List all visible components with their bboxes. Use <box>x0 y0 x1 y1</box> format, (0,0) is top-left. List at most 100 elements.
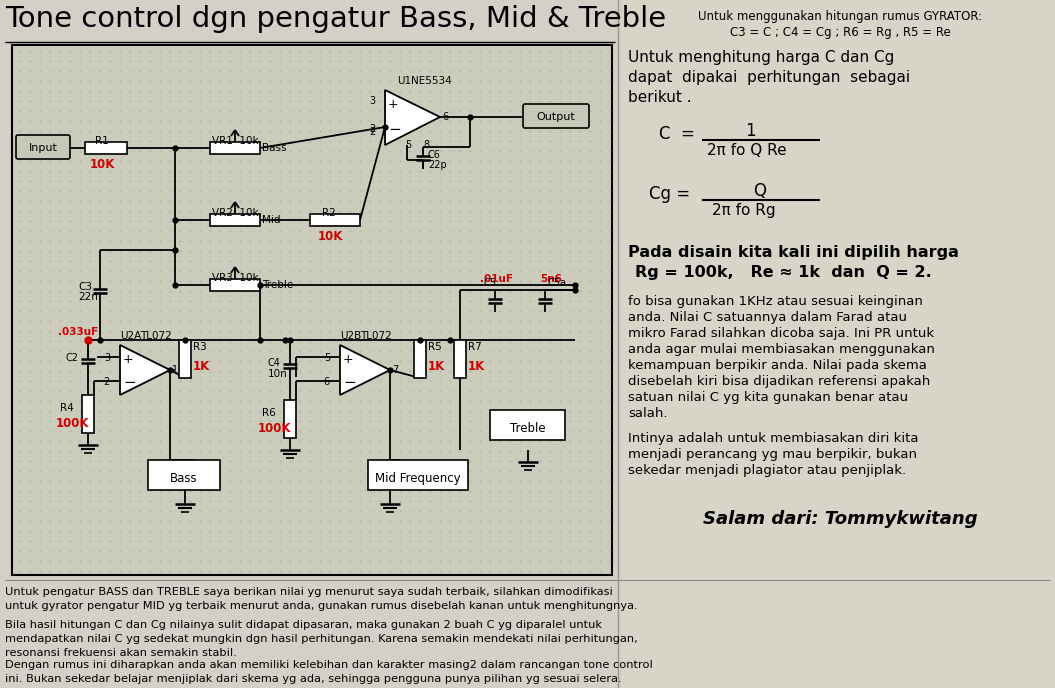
Text: Input: Input <box>28 143 57 153</box>
Text: 7: 7 <box>392 365 398 375</box>
Text: 6: 6 <box>442 112 448 122</box>
Text: sekedar menjadi plagiator atau penjiplak.: sekedar menjadi plagiator atau penjiplak… <box>628 464 906 477</box>
Text: Tone control dgn pengatur Bass, Mid & Treble: Tone control dgn pengatur Bass, Mid & Tr… <box>5 5 666 33</box>
Text: 22p: 22p <box>428 160 446 170</box>
Bar <box>12 45 612 575</box>
Text: kemampuan berpikir anda. Nilai pada skema: kemampuan berpikir anda. Nilai pada skem… <box>628 359 927 372</box>
Text: disebelah kiri bisa dijadikan referensi apakah: disebelah kiri bisa dijadikan referensi … <box>628 375 931 388</box>
Text: menjadi perancang yg mau berpikir, bukan: menjadi perancang yg mau berpikir, bukan <box>628 448 917 461</box>
Bar <box>368 460 468 490</box>
Text: 6: 6 <box>324 377 330 387</box>
Text: R3: R3 <box>193 342 207 352</box>
Text: 100K: 100K <box>56 417 90 430</box>
Text: C  =: C = <box>659 125 695 143</box>
Text: NE5534: NE5534 <box>411 76 452 86</box>
Bar <box>148 460 220 490</box>
Text: Bass: Bass <box>262 143 287 153</box>
Text: Dengan rumus ini diharapkan anda akan memiliki kelebihan dan karakter masing2 da: Dengan rumus ini diharapkan anda akan me… <box>5 660 653 670</box>
FancyBboxPatch shape <box>523 104 589 128</box>
Text: +: + <box>388 98 399 111</box>
Text: anda agar mulai membiasakan menggunakan: anda agar mulai membiasakan menggunakan <box>628 343 935 356</box>
Text: 2: 2 <box>369 127 375 137</box>
Polygon shape <box>340 345 390 395</box>
Text: mikro Farad silahkan dicoba saja. Ini PR untuk: mikro Farad silahkan dicoba saja. Ini PR… <box>628 327 934 340</box>
Text: Untuk menghitung harga C dan Cg: Untuk menghitung harga C dan Cg <box>628 50 895 65</box>
Polygon shape <box>120 345 170 395</box>
Text: −: − <box>388 122 401 137</box>
Bar <box>210 142 260 154</box>
FancyBboxPatch shape <box>16 135 70 159</box>
Text: resonansi frekuensi akan semakin stabil.: resonansi frekuensi akan semakin stabil. <box>5 648 236 658</box>
Bar <box>414 340 426 378</box>
Bar <box>179 340 191 378</box>
Text: TL072: TL072 <box>360 331 391 341</box>
Text: 3: 3 <box>103 353 110 363</box>
Text: 22n: 22n <box>78 292 98 302</box>
Text: 2: 2 <box>103 377 110 387</box>
Text: Treble: Treble <box>511 422 545 435</box>
Text: 2: 2 <box>369 124 375 134</box>
Text: dapat  dipakai  perhitungan  sebagai: dapat dipakai perhitungan sebagai <box>628 70 910 85</box>
Text: 3: 3 <box>369 96 375 106</box>
Text: Untuk menggunakan hitungan rumus GYRATOR:: Untuk menggunakan hitungan rumus GYRATOR… <box>698 10 982 23</box>
Text: 1: 1 <box>172 365 178 375</box>
Polygon shape <box>385 90 440 145</box>
Text: R7: R7 <box>468 342 482 352</box>
Text: TL072: TL072 <box>140 331 172 341</box>
Text: mendapatkan nilai C yg sedekat mungkin dgn hasil perhitungan. Karena semakin men: mendapatkan nilai C yg sedekat mungkin d… <box>5 634 638 644</box>
Text: Q: Q <box>753 182 767 200</box>
Text: Salam dari: Tommykwitang: Salam dari: Tommykwitang <box>703 510 977 528</box>
Text: Pada disain kita kali ini dipilih harga: Pada disain kita kali ini dipilih harga <box>628 245 959 260</box>
Text: U2B: U2B <box>340 331 361 341</box>
Text: R5: R5 <box>428 342 442 352</box>
Text: Cg =: Cg = <box>649 185 690 203</box>
Text: Untuk pengatur BASS dan TREBLE saya berikan nilai yg menurut saya sudah terbaik,: Untuk pengatur BASS dan TREBLE saya beri… <box>5 587 613 597</box>
Bar <box>82 395 94 433</box>
Text: VR1  10k: VR1 10k <box>212 136 258 146</box>
Text: −: − <box>123 375 136 390</box>
Bar <box>490 410 565 440</box>
Text: C5a: C5a <box>548 278 567 288</box>
Text: Treble: Treble <box>262 280 293 290</box>
Text: C4: C4 <box>268 358 281 368</box>
Bar <box>310 214 360 226</box>
Text: Mid: Mid <box>262 215 281 225</box>
Bar <box>454 340 466 378</box>
Text: U2A: U2A <box>120 331 141 341</box>
Text: 5n6: 5n6 <box>540 274 562 284</box>
Text: 1K: 1K <box>193 360 210 373</box>
Text: R1: R1 <box>95 136 109 146</box>
Text: C6: C6 <box>428 150 441 160</box>
Bar <box>622 0 1055 688</box>
Text: 2π fo Rg: 2π fo Rg <box>712 203 775 218</box>
Bar <box>210 279 260 291</box>
Text: R4: R4 <box>60 403 74 413</box>
Bar <box>85 142 127 154</box>
Bar <box>284 400 296 438</box>
Text: satuan nilai C yg kita gunakan benar atau: satuan nilai C yg kita gunakan benar ata… <box>628 391 908 404</box>
Text: C3: C3 <box>78 282 92 292</box>
Text: Mid Frequency: Mid Frequency <box>376 472 461 485</box>
Text: 5: 5 <box>324 353 330 363</box>
Text: +: + <box>123 353 134 366</box>
Text: +: + <box>343 353 353 366</box>
Text: 5: 5 <box>405 140 411 150</box>
Text: 10K: 10K <box>90 158 115 171</box>
Text: 8: 8 <box>423 140 429 150</box>
Text: .01uF: .01uF <box>480 274 513 284</box>
Text: C5: C5 <box>483 278 496 288</box>
Text: untuk gyrator pengatur MID yg terbaik menurut anda, gunakan rumus disebelah kana: untuk gyrator pengatur MID yg terbaik me… <box>5 601 637 611</box>
Text: anda. Nilai C satuannya dalam Farad atau: anda. Nilai C satuannya dalam Farad atau <box>628 311 907 324</box>
Text: R2: R2 <box>322 208 335 218</box>
Text: R6: R6 <box>262 408 275 418</box>
Text: C3 = C ; C4 = Cg ; R6 = Rg , R5 = Re: C3 = C ; C4 = Cg ; R6 = Rg , R5 = Re <box>730 26 951 39</box>
Text: 1K: 1K <box>428 360 445 373</box>
Text: VR3  10k: VR3 10k <box>212 273 258 283</box>
Text: U1: U1 <box>397 76 411 86</box>
Text: −: − <box>343 375 356 390</box>
Text: Bass: Bass <box>170 472 198 485</box>
Text: berikut .: berikut . <box>628 90 692 105</box>
Text: ini. Bukan sekedar belajar menjiplak dari skema yg ada, sehingga pengguna punya : ini. Bukan sekedar belajar menjiplak dar… <box>5 674 621 684</box>
Text: Rg = 100k,   Re ≈ 1k  dan  Q = 2.: Rg = 100k, Re ≈ 1k dan Q = 2. <box>635 265 932 280</box>
Text: 1: 1 <box>745 122 755 140</box>
